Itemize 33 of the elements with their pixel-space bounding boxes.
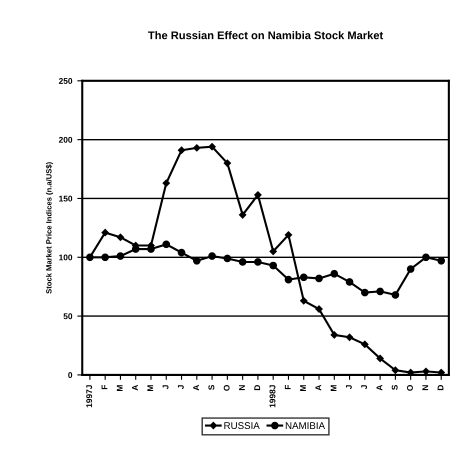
x-tick-label: O — [224, 384, 230, 391]
y-tick-label: 150 — [59, 196, 72, 202]
x-tick-label: M — [116, 385, 123, 392]
y-tick-label: 250 — [58, 78, 72, 84]
x-tick-label: A — [132, 384, 138, 390]
x-tick-label: O — [407, 384, 413, 391]
x-tick-label: D — [438, 384, 444, 390]
x-tick-label: F — [102, 384, 108, 390]
x-tick-label: J — [361, 385, 368, 390]
y-tick-label: 50 — [64, 313, 72, 320]
x-tick-label: M — [147, 385, 154, 392]
chart-title: The Russian Effect on Namibia Stock Market — [148, 31, 384, 40]
x-tick-label: S — [208, 384, 214, 390]
x-tick-label: S — [392, 384, 398, 390]
x-tick-label: M — [300, 385, 306, 392]
x-tick-label: 1997J — [86, 385, 92, 408]
legend-label: NAMIBIA — [286, 422, 326, 429]
y-tick-label: 200 — [58, 136, 72, 143]
legend-label: RUSSIA — [224, 422, 260, 430]
x-tick-label: 1998J — [270, 385, 276, 408]
y-tick-label: 0 — [68, 372, 72, 378]
x-tick-label: J — [162, 385, 168, 390]
x-tick-label: J — [346, 385, 352, 390]
y-tick-label: 100 — [59, 254, 72, 260]
x-tick-label: N — [239, 385, 245, 390]
x-tick-label: A — [376, 384, 382, 390]
x-tick-label: J — [178, 385, 184, 390]
x-tick-label: F — [284, 384, 291, 390]
x-tick-label: N — [422, 385, 428, 390]
x-tick-label: D — [254, 384, 260, 390]
x-tick-label: A — [315, 384, 322, 390]
x-tick-label: M — [330, 385, 336, 392]
x-tick-label: A — [193, 384, 199, 390]
